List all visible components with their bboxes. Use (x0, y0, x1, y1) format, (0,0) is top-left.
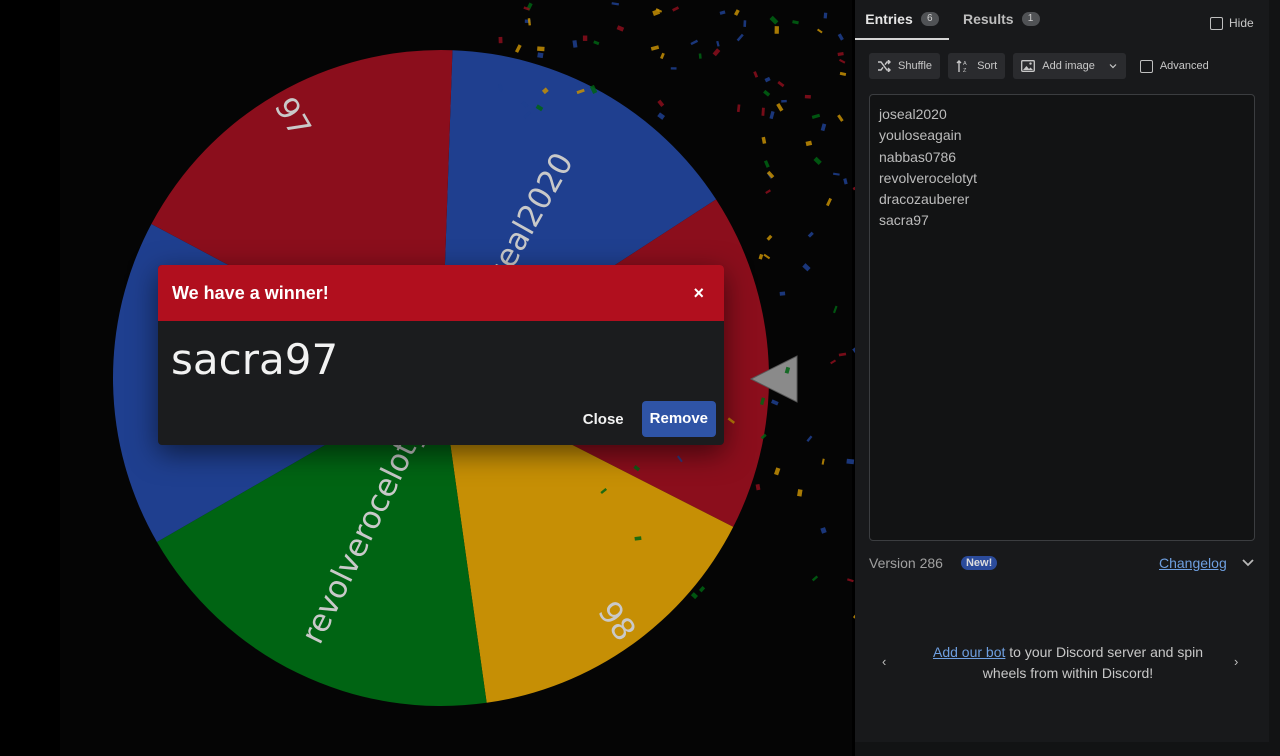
entry-item: youloseagain (879, 127, 962, 144)
svg-text:Z: Z (963, 68, 967, 73)
entry-item: dracozauberer (879, 191, 970, 208)
winner-name: sacra97 (171, 335, 339, 384)
sort-icon: A Z (956, 60, 967, 73)
entry-item: sacra97 (879, 212, 929, 229)
chevron-down-icon[interactable] (1241, 556, 1255, 570)
tab-results[interactable]: Results 1 (963, 0, 1040, 38)
dialog-actions: Close Remove (579, 401, 716, 437)
discord-text: Add our bot to your Discord server and s… (919, 642, 1217, 684)
dialog-header: We have a winner! × (158, 265, 724, 321)
sort-label: Sort (977, 60, 998, 72)
changelog-link[interactable]: Changelog (1159, 555, 1227, 571)
hide-checkbox[interactable]: Hide (1210, 16, 1254, 30)
add-image-label: Add image (1042, 60, 1095, 72)
entries-card: Entries 6 Results 1 Hide Shuffle (855, 0, 1269, 742)
remove-button[interactable]: Remove (641, 401, 716, 437)
hide-label: Hide (1229, 16, 1254, 30)
dialog-close-icon[interactable]: × (693, 282, 704, 303)
close-button[interactable]: Close (582, 410, 624, 428)
tab-results-label: Results (963, 11, 1014, 27)
version-text: Version 286 (869, 555, 943, 571)
advanced-label: Advanced (1159, 60, 1209, 72)
wheel-segment (441, 378, 734, 703)
image-icon (1021, 60, 1036, 72)
shuffle-button[interactable]: Shuffle (869, 53, 941, 79)
entry-item: nabbas0786 (879, 148, 957, 165)
version-row: Version 286 New! Changelog (869, 553, 1259, 573)
advanced-checkbox[interactable]: Advanced (1139, 59, 1209, 73)
svg-text:A: A (963, 61, 967, 67)
side-panel: Entries 6 Results 1 Hide Shuffle (855, 0, 1280, 756)
entries-list: joseal2020 youloseagain nabbas0786 revolver… (870, 95, 1254, 232)
discord-text-rest: to your Discord server and spin wheels f… (982, 644, 1204, 681)
checkbox-icon (1139, 59, 1153, 73)
results-count-badge: 1 (1021, 12, 1040, 26)
carousel-prev-icon[interactable]: ‹ (882, 654, 887, 669)
discord-promo: ‹ Add our bot to your Discord server and… (869, 642, 1267, 684)
add-bot-link[interactable]: Add our bot (932, 644, 1006, 660)
new-badge: New! (960, 556, 998, 570)
shuffle-icon (878, 60, 891, 72)
tab-entries[interactable]: Entries 6 (855, 0, 949, 40)
shuffle-label: Shuffle (898, 60, 933, 72)
checkbox-icon (1210, 16, 1223, 30)
wheel-pointer-icon (749, 355, 798, 403)
entry-item: joseal2020 (879, 106, 947, 122)
carousel-next-icon[interactable]: › (1234, 654, 1239, 669)
sort-button[interactable]: A Z Sort (948, 53, 1006, 79)
dialog-title: We have a winner! (172, 282, 329, 303)
entries-count-badge: 6 (920, 12, 939, 26)
toolbar: Shuffle A Z Sort Add image (869, 53, 1209, 79)
add-image-button[interactable]: Add image (1013, 53, 1126, 79)
entries-textarea[interactable]: joseal2020 youloseagain nabbas0786 revolver… (869, 94, 1255, 541)
entry-item: revolverocelotyt (879, 169, 978, 186)
winner-dialog: We have a winner! × sacra97 Close Remove (158, 265, 724, 445)
tab-bar: Entries 6 Results 1 Hide (855, 0, 1269, 40)
caret-down-icon (1109, 64, 1117, 69)
wheel-segment (156, 378, 487, 706)
tab-entries-label: Entries (865, 11, 913, 27)
